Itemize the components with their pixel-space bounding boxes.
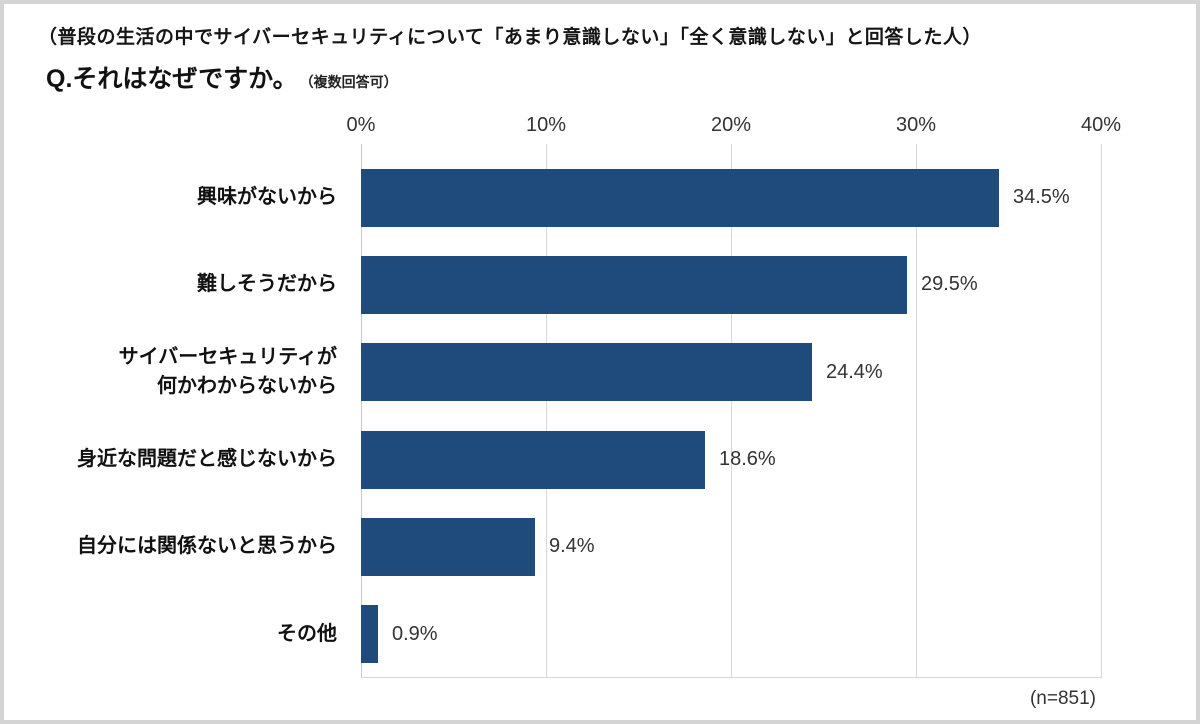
x-axis-tick-20: 20% <box>710 114 752 136</box>
bar-row: 自分には関係ないと思うから 9.4% <box>4 503 1196 590</box>
plot-bottom-line <box>361 677 1102 678</box>
gridline-40 <box>1101 144 1102 678</box>
chart-question-note: （複数回答可） <box>299 74 398 90</box>
bar <box>361 605 378 664</box>
bar <box>361 343 812 402</box>
sample-size-label: (n=851) <box>1029 688 1096 709</box>
bar-row: サイバーセキュリティが 何かわからないから 24.4% <box>4 329 1196 416</box>
category-label: 身近な問題だと感じないから <box>77 448 337 471</box>
bar-row: 興味がないから 34.5% <box>4 154 1196 241</box>
category-label: 難しそうだから <box>197 273 337 296</box>
gridline-10 <box>546 144 547 678</box>
chart-supertitle: （普段の生活の中でサイバーセキュリティについて「あまり意識しない」「全く意識しな… <box>38 27 982 48</box>
x-axis-tick-40: 40% <box>1080 114 1122 136</box>
category-label: 自分には関係ないと思うから <box>77 535 337 558</box>
gridline-20 <box>731 144 732 678</box>
bar <box>361 517 535 576</box>
gridline-30 <box>916 144 917 678</box>
bar-chart: 興味がないから 34.5% 難しそうだから 29.5% サイバーセキュリティが … <box>4 154 1196 678</box>
bar <box>361 430 705 489</box>
bar-value-label: 0.9% <box>392 622 438 645</box>
bar-row: 難しそうだから 29.5% <box>4 241 1196 328</box>
bar-value-label: 24.4% <box>826 360 883 383</box>
category-label: サイバーセキュリティが 何かわからないから <box>118 346 337 398</box>
x-axis-tick-30: 30% <box>895 114 937 136</box>
bar <box>361 168 999 227</box>
bar-row: その他 0.9% <box>4 591 1196 678</box>
bar <box>361 255 907 314</box>
bar-value-label: 9.4% <box>549 535 595 558</box>
bar-value-label: 18.6% <box>719 448 776 471</box>
chart-question: Q.それはなぜですか。 <box>46 65 298 93</box>
gridline-0 <box>361 144 362 678</box>
category-label: その他 <box>277 622 337 645</box>
x-axis-tick-10: 10% <box>525 114 567 136</box>
bar-value-label: 34.5% <box>1013 186 1070 209</box>
x-axis-tick-0: 0% <box>346 114 376 136</box>
bar-row: 身近な問題だと感じないから 18.6% <box>4 416 1196 503</box>
category-label: 興味がないから <box>197 186 337 209</box>
bar-value-label: 29.5% <box>921 273 978 296</box>
chart-header: （普段の生活の中でサイバーセキュリティについて「あまり意識しない」「全く意識しな… <box>38 22 982 95</box>
chart-question-line: Q.それはなぜですか。 （複数回答可） <box>46 59 982 95</box>
